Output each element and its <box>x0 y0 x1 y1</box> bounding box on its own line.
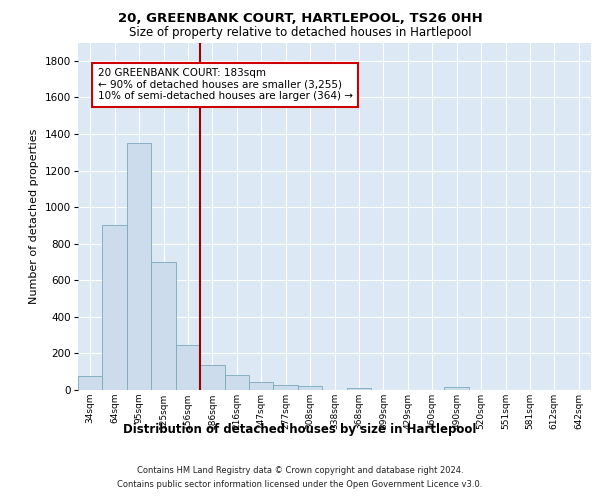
Bar <box>151 262 176 390</box>
Bar <box>298 386 322 390</box>
Text: Contains public sector information licensed under the Open Government Licence v3: Contains public sector information licen… <box>118 480 482 489</box>
Text: 20, GREENBANK COURT, HARTLEPOOL, TS26 0HH: 20, GREENBANK COURT, HARTLEPOOL, TS26 0H… <box>118 12 482 26</box>
Text: 20 GREENBANK COURT: 183sqm
← 90% of detached houses are smaller (3,255)
10% of s: 20 GREENBANK COURT: 183sqm ← 90% of deta… <box>98 68 353 102</box>
Bar <box>176 345 200 390</box>
Bar <box>224 376 249 390</box>
Y-axis label: Number of detached properties: Number of detached properties <box>29 128 39 304</box>
Bar <box>103 226 127 390</box>
Bar <box>78 376 103 390</box>
Bar <box>127 143 151 390</box>
Text: Size of property relative to detached houses in Hartlepool: Size of property relative to detached ho… <box>128 26 472 39</box>
Bar <box>274 384 298 390</box>
Bar <box>249 382 274 390</box>
Bar <box>200 366 224 390</box>
Bar <box>347 388 371 390</box>
Text: Contains HM Land Registry data © Crown copyright and database right 2024.: Contains HM Land Registry data © Crown c… <box>137 466 463 475</box>
Bar <box>445 388 469 390</box>
Text: Distribution of detached houses by size in Hartlepool: Distribution of detached houses by size … <box>124 422 476 436</box>
